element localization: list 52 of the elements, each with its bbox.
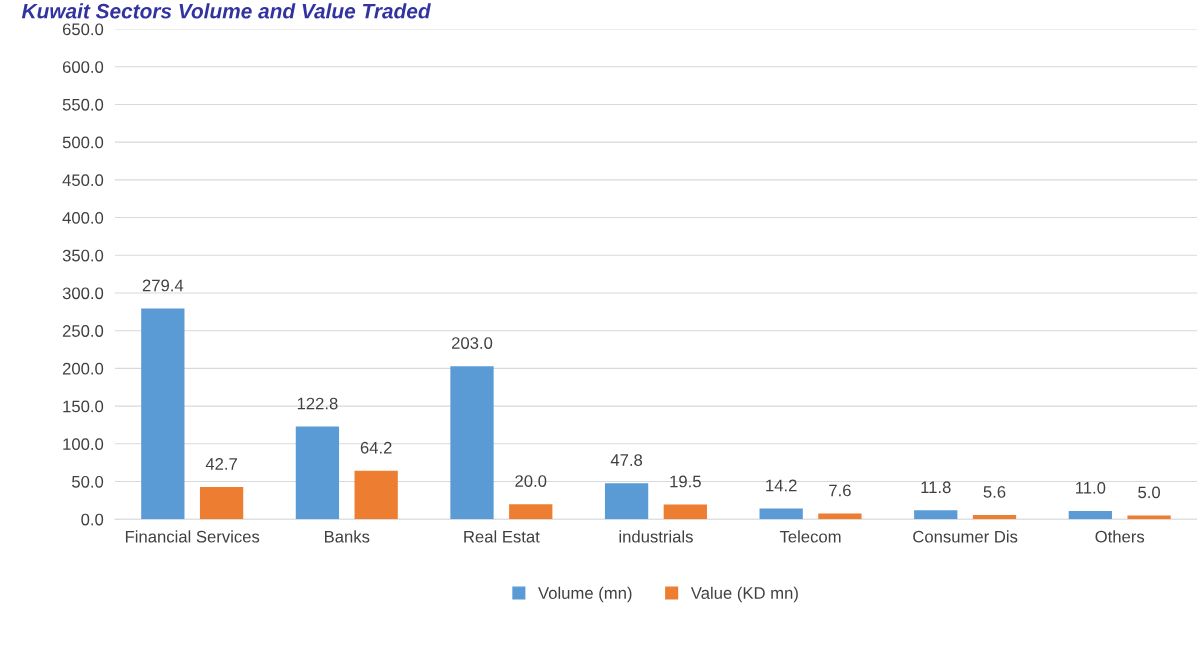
- data-label: 5.6: [983, 486, 1006, 498]
- bar: [759, 508, 803, 520]
- bar: [604, 483, 649, 520]
- bar: [509, 504, 553, 520]
- data-label: 20.0: [515, 475, 547, 487]
- data-label: 5.0: [1138, 486, 1161, 499]
- legend-label: Volume (mn): [538, 586, 632, 603]
- chart-title: Kuwait Sectors Volume and Value Traded: [21, 3, 431, 19]
- y-tick-label: 600.0: [62, 61, 104, 73]
- y-tick-label: 250.0: [62, 325, 104, 337]
- y-tick-label: 300.0: [62, 287, 104, 300]
- x-tick-label: Financial Services: [125, 530, 260, 543]
- bar: [450, 366, 494, 520]
- data-label: 279.4: [142, 279, 184, 292]
- x-tick-label: industrials: [619, 530, 693, 543]
- y-tick-label: 550.0: [62, 98, 104, 111]
- bar: [354, 470, 398, 520]
- y-tick-label: 350.0: [62, 249, 104, 262]
- data-label: 122.8: [297, 397, 338, 410]
- x-tick-label: Telecom: [779, 530, 841, 543]
- x-tick-label: Real Estat: [464, 530, 540, 543]
- bar: [914, 510, 958, 520]
- y-tick-label: 450.0: [62, 174, 104, 187]
- y-tick-label: 200.0: [62, 362, 104, 375]
- y-tick-label: 100.0: [63, 438, 104, 451]
- bar: [972, 515, 1017, 520]
- y-tick-label: 50.0: [72, 475, 104, 488]
- y-tick-label: 150.0: [63, 400, 104, 413]
- data-label: 47.8: [610, 454, 643, 466]
- bar: [1068, 510, 1112, 520]
- bar: [663, 504, 707, 520]
- bar: [199, 487, 244, 520]
- data-label: 14.2: [766, 479, 797, 492]
- data-label: 203.0: [451, 337, 493, 349]
- data-label: 19.5: [670, 475, 701, 488]
- y-tick-label: 500.0: [62, 136, 104, 149]
- bar: [141, 308, 185, 520]
- data-label: 7.6: [829, 484, 851, 497]
- data-label: 11.0: [1076, 481, 1106, 494]
- data-label: 42.7: [205, 458, 237, 470]
- legend-label: Value (KD mn): [690, 586, 798, 603]
- y-tick-label: 400.0: [62, 211, 104, 224]
- bar: [1127, 515, 1171, 520]
- x-tick-label: Banks: [325, 530, 370, 543]
- bar: [295, 426, 340, 520]
- x-tick-label: Consumer Dis: [913, 530, 1018, 543]
- x-tick-label: Others: [1095, 530, 1145, 543]
- y-tick-label: 0.0: [81, 513, 104, 526]
- data-label: 11.8: [921, 481, 951, 494]
- y-tick-label: 650.0: [62, 23, 104, 36]
- data-label: 64.2: [360, 441, 392, 454]
- bar: [818, 513, 862, 520]
